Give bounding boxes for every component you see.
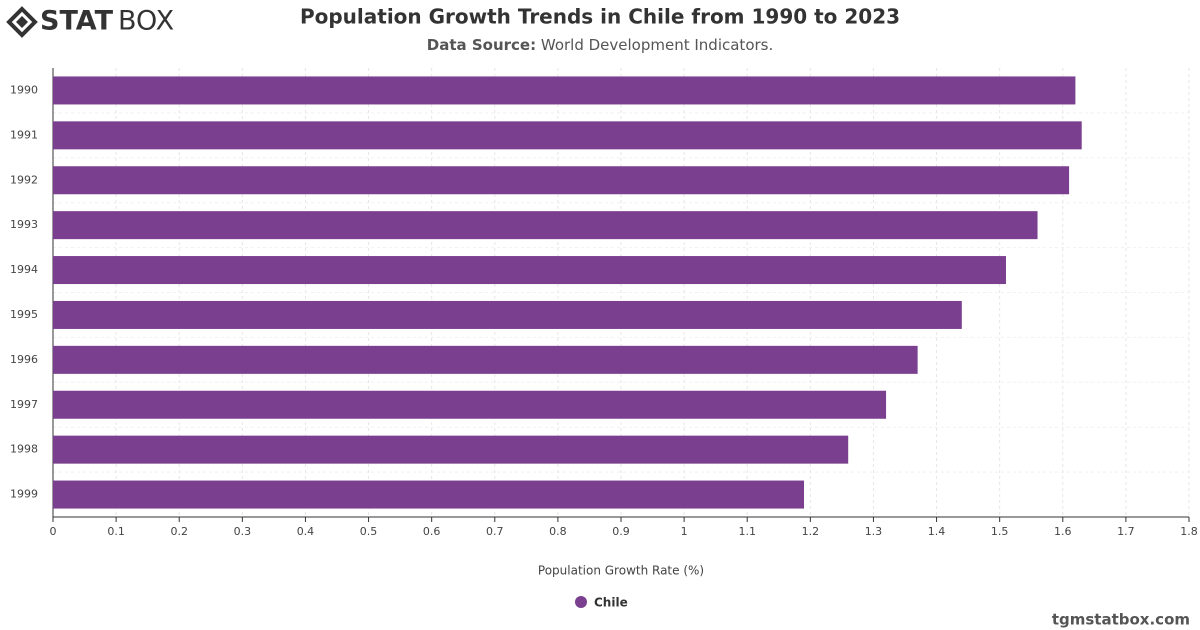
logo: STAT BOX	[6, 6, 174, 38]
bar	[53, 435, 849, 464]
logo-icon	[6, 6, 38, 38]
x-tick-label: 0	[50, 525, 57, 538]
subtitle-label: Data Source:	[427, 36, 536, 54]
x-tick-label: 1.2	[802, 525, 820, 538]
bar	[53, 480, 805, 509]
footer: tgmstatbox.com	[1052, 611, 1190, 629]
logo-text: BOX	[118, 6, 174, 37]
x-tick-label: 1.1	[738, 525, 756, 538]
x-tick-label: 0.7	[486, 525, 504, 538]
x-tick-label: 0.9	[612, 525, 630, 538]
x-tick-label: 0.4	[297, 525, 315, 538]
x-tick-label: 1.4	[928, 525, 946, 538]
chart-subtitle: Data Source: World Development Indicator…	[427, 36, 774, 54]
subtitle-text: World Development Indicators.	[541, 36, 773, 54]
x-axis-label: Population Growth Rate (%)	[538, 564, 704, 578]
bar	[53, 121, 1082, 150]
y-tick-label: 1999	[10, 488, 38, 501]
bar	[53, 390, 887, 419]
logo-icon	[16, 16, 28, 28]
y-tick-label: 1994	[10, 263, 38, 276]
bar	[53, 166, 1070, 195]
y-tick-label: 1996	[10, 353, 38, 366]
legend-marker	[575, 596, 587, 608]
x-tick-label: 0.1	[107, 525, 125, 538]
x-tick-label: 0.5	[360, 525, 378, 538]
x-tick-label: 0.6	[423, 525, 441, 538]
x-tick-label: 1.7	[1117, 525, 1135, 538]
x-tick-label: 1.8	[1180, 525, 1198, 538]
x-tick-label: 0.8	[549, 525, 567, 538]
x-tick-label: 1.3	[865, 525, 883, 538]
bar	[53, 76, 1076, 105]
y-tick-label: 1993	[10, 218, 38, 231]
y-tick-label: 1991	[10, 128, 38, 141]
legend-label: Chile	[594, 596, 628, 610]
x-tick-label: 1	[681, 525, 688, 538]
x-tick-label: 0.2	[170, 525, 188, 538]
y-tick-label: 1992	[10, 173, 38, 186]
y-tick-label: 1997	[10, 398, 38, 411]
y-tick-label: 1998	[10, 443, 38, 456]
x-tick-label: 1.6	[1054, 525, 1072, 538]
bar	[53, 211, 1038, 240]
x-tick-label: 0.3	[234, 525, 252, 538]
bar	[53, 256, 1006, 285]
chart-title: Population Growth Trends in Chile from 1…	[300, 5, 900, 29]
logo-text: STAT	[40, 6, 114, 37]
y-tick-label: 1995	[10, 308, 38, 321]
bar	[53, 300, 962, 329]
bar	[53, 345, 918, 374]
x-tick-label: 1.5	[991, 525, 1009, 538]
y-tick-label: 1990	[10, 83, 38, 96]
